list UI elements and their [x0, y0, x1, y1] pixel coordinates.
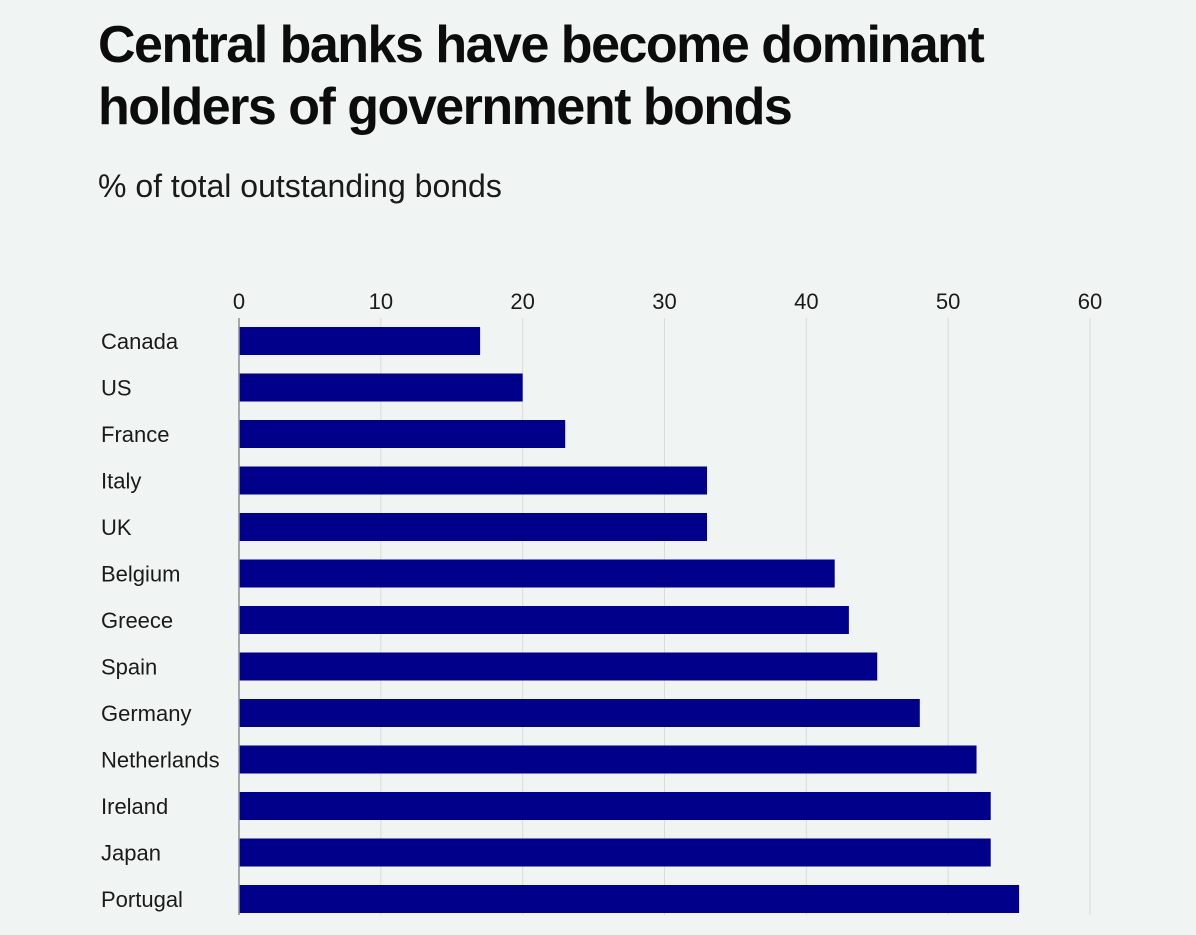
- x-tick-label-10: 10: [369, 289, 393, 314]
- x-axis-ticks: 0 10 20 30 40 50 60: [233, 289, 1102, 314]
- x-tick-label-60: 60: [1078, 289, 1102, 314]
- bar-canada: [239, 327, 481, 355]
- category-label-germany: Germany: [101, 701, 191, 726]
- bar-japan: [239, 838, 991, 867]
- bar-greece: [239, 606, 849, 634]
- bar-us: [239, 373, 523, 402]
- bar-portugal: [239, 885, 1020, 913]
- category-label-portugal: Portugal: [101, 887, 183, 912]
- bars: [239, 327, 1020, 913]
- chart-title: Central banks have become dominant holde…: [98, 16, 985, 136]
- category-label-uk: UK: [101, 515, 132, 540]
- x-tick-label-0: 0: [233, 289, 245, 314]
- category-label-italy: Italy: [101, 469, 141, 494]
- x-tick-label-50: 50: [936, 289, 960, 314]
- category-label-belgium: Belgium: [101, 562, 180, 587]
- category-label-greece: Greece: [101, 608, 173, 633]
- bar-belgium: [239, 559, 835, 588]
- category-label-us: US: [101, 376, 132, 401]
- bar-spain: [239, 652, 878, 681]
- bar-netherlands: [239, 745, 977, 774]
- x-tick-label-20: 20: [510, 289, 534, 314]
- bar-uk: [239, 513, 708, 541]
- bar-ireland: [239, 792, 991, 820]
- bar-italy: [239, 466, 708, 495]
- x-tick-label-30: 30: [652, 289, 676, 314]
- category-label-ireland: Ireland: [101, 794, 168, 819]
- category-label-france: France: [101, 422, 169, 447]
- category-label-spain: Spain: [101, 655, 157, 680]
- bar-germany: [239, 699, 920, 727]
- x-tick-label-40: 40: [794, 289, 818, 314]
- category-labels: Canada US France Italy UK Belgium Greece Spain G…: [101, 329, 220, 912]
- category-label-netherlands: Netherlands: [101, 748, 220, 773]
- bar-france: [239, 420, 566, 448]
- category-label-japan: Japan: [101, 841, 161, 866]
- category-label-canada: Canada: [101, 329, 179, 354]
- chart-subtitle: % of total outstanding bonds: [98, 168, 502, 204]
